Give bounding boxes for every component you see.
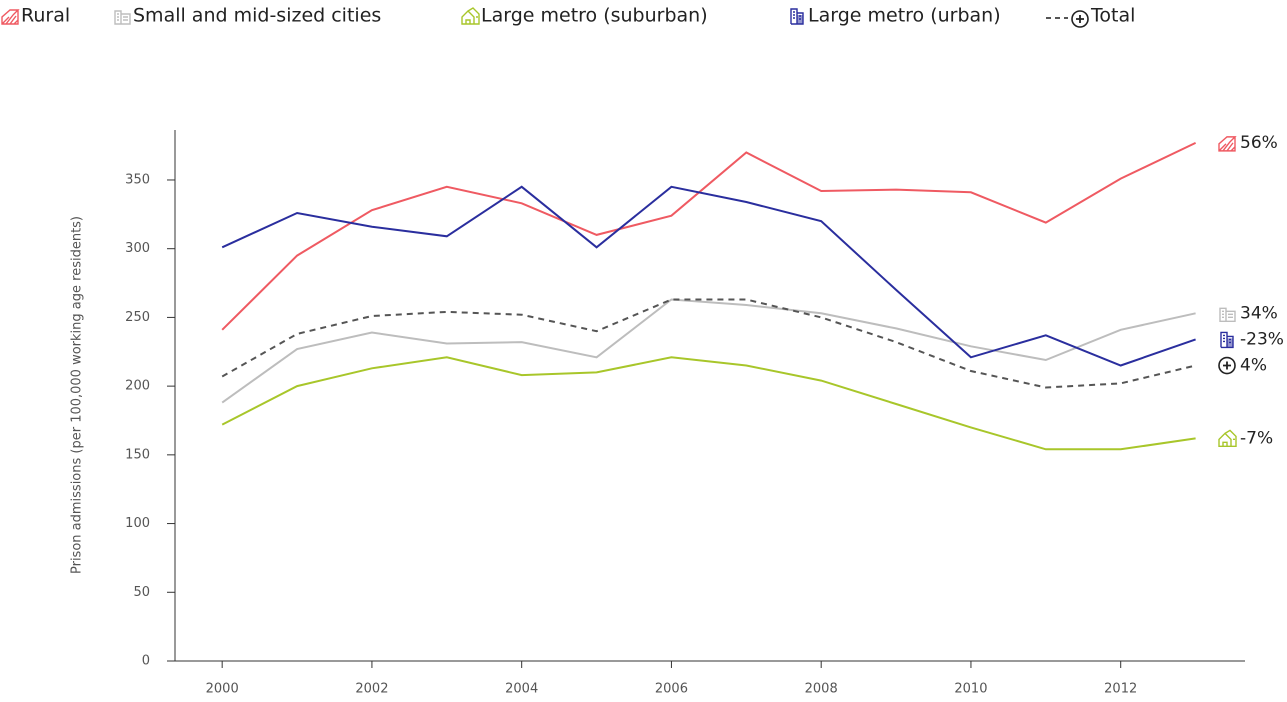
x-tick-label: 2006 (655, 682, 688, 697)
x-tick-label: 2012 (1104, 682, 1137, 697)
icon-shape (1218, 356, 1236, 375)
series-line (221, 298, 1196, 404)
icon-shape (1223, 361, 1231, 370)
icon-shape (1, 9, 20, 25)
icon (1071, 10, 1089, 28)
x-tick-label: 2000 (206, 682, 239, 697)
y-tick-label: 100 (125, 516, 150, 531)
legend-label: Large metro (suburban) (481, 5, 708, 27)
series-line (221, 356, 1196, 451)
y-tick-label: 300 (125, 241, 150, 256)
icon (114, 10, 131, 25)
icon-shape (1076, 15, 1084, 23)
icon (1220, 331, 1234, 349)
legend-label: Small and mid-sized cities (133, 5, 381, 27)
legend-label: Large metro (urban) (808, 5, 1001, 27)
icon-shape (1218, 429, 1237, 448)
icon-shape (1071, 10, 1089, 28)
end-label: 34% (1240, 303, 1278, 323)
icon-fill (1227, 338, 1233, 348)
icon-shape (114, 10, 131, 25)
legend-label: Total (1090, 5, 1135, 27)
icon-shape (461, 7, 480, 25)
x-tick-label: 2002 (355, 682, 388, 697)
x-tick-label: 2010 (954, 682, 987, 697)
y-tick-label: 200 (125, 379, 150, 394)
end-label: 4% (1240, 356, 1267, 376)
icon (461, 7, 480, 25)
x-tick-label: 2008 (805, 682, 838, 697)
end-label: -23% (1240, 329, 1284, 349)
y-tick-label: 250 (125, 310, 150, 325)
series-line (221, 185, 1196, 367)
y-tick-label: 0 (142, 654, 150, 669)
icon (1219, 307, 1236, 322)
icon-fill (797, 15, 803, 24)
legend-label: Rural (21, 5, 70, 27)
icon-shape (1218, 136, 1237, 152)
icon (1218, 429, 1237, 448)
x-tick-label: 2004 (505, 682, 538, 697)
end-label: 56% (1240, 133, 1278, 153)
end-label: -7% (1240, 428, 1273, 448)
y-tick-label: 150 (125, 447, 150, 462)
icon-shape (1219, 307, 1236, 322)
series-line (221, 141, 1197, 331)
icon (1218, 136, 1237, 152)
icon (790, 8, 804, 25)
icon (1, 9, 20, 25)
y-tick-label: 350 (125, 172, 150, 187)
y-axis-label: Prison admissions (per 100,000 working a… (70, 216, 85, 574)
series-line (221, 298, 1196, 389)
y-tick-label: 50 (133, 585, 150, 600)
icon (1218, 356, 1236, 375)
